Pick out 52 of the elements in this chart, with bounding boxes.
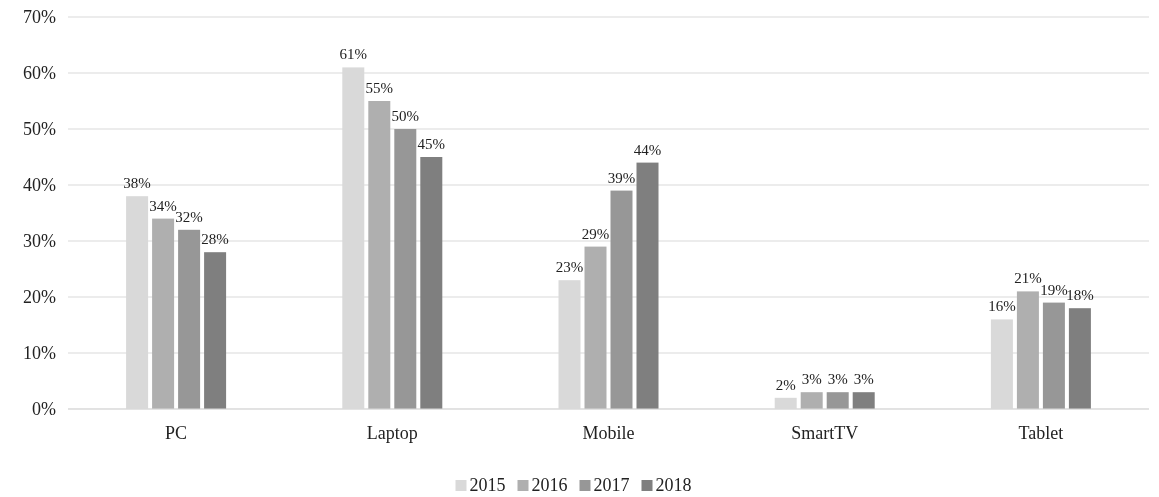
y-tick-label: 0%	[32, 399, 56, 420]
bar	[394, 129, 417, 409]
data-label: 3%	[801, 371, 822, 388]
bar	[178, 229, 201, 409]
x-tick-label: Tablet	[1018, 423, 1064, 443]
x-tick-label: SmartTV	[791, 423, 859, 443]
legend-label: 2018	[655, 475, 692, 495]
legend-label: 2016	[531, 475, 568, 495]
bar	[368, 101, 391, 409]
data-label: 55%	[365, 80, 394, 96]
data-label: 3%	[827, 371, 848, 388]
data-label: 44%	[633, 141, 662, 158]
bar	[610, 190, 633, 409]
data-label: 19%	[1040, 281, 1068, 298]
bar	[420, 157, 443, 409]
x-tick-label: Laptop	[366, 423, 418, 443]
y-tick-label: 50%	[23, 119, 56, 140]
data-label: 3%	[853, 371, 874, 388]
bar	[204, 252, 227, 409]
bar	[852, 392, 875, 409]
bar	[826, 392, 849, 409]
y-tick-label: 40%	[23, 175, 56, 196]
bar	[800, 392, 823, 409]
data-label: 61%	[339, 46, 368, 63]
bar	[152, 218, 175, 409]
bar	[1016, 291, 1039, 409]
data-label: 32%	[175, 208, 203, 225]
y-tick-label: 20%	[23, 287, 56, 308]
y-tick-label: 10%	[23, 343, 56, 364]
data-label: 28%	[201, 231, 229, 248]
legend-label: 2017	[593, 475, 630, 495]
bar	[1068, 308, 1091, 409]
bar	[1042, 302, 1065, 409]
data-label: 45%	[417, 136, 446, 152]
data-label: 21%	[1014, 270, 1042, 287]
data-label: 23%	[555, 259, 584, 276]
data-label: 39%	[607, 169, 636, 186]
data-label: 38%	[123, 175, 151, 192]
x-tick-label: Mobile	[582, 423, 635, 443]
bar	[584, 246, 607, 409]
data-label: 50%	[391, 108, 420, 124]
y-tick-label: 70%	[23, 7, 56, 28]
data-label: 29%	[581, 225, 610, 242]
data-label: 16%	[988, 298, 1016, 315]
data-label: 18%	[1066, 287, 1094, 304]
bar	[636, 162, 659, 409]
data-label: 34%	[149, 197, 177, 214]
y-tick-label: 60%	[23, 63, 56, 84]
data-label: 2%	[775, 376, 796, 393]
legend-label: 2015	[469, 475, 506, 495]
y-tick-label: 30%	[23, 231, 56, 252]
x-tick-label: PC	[165, 423, 188, 443]
